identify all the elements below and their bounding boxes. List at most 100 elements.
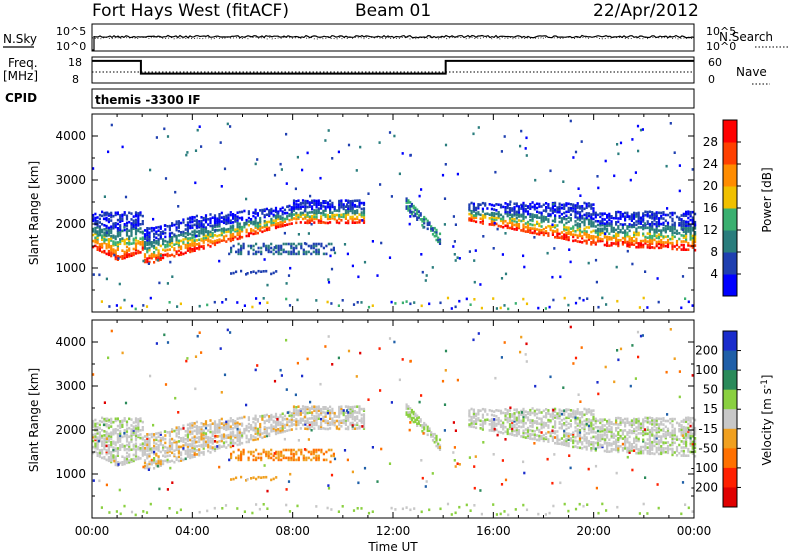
power-cell bbox=[175, 220, 178, 223]
power-cell bbox=[139, 237, 142, 240]
velocity-cell bbox=[112, 454, 115, 457]
velocity-cell bbox=[279, 423, 282, 427]
power-cell bbox=[628, 229, 631, 233]
power-cell bbox=[410, 210, 413, 214]
power-cell bbox=[628, 237, 631, 240]
power-cell bbox=[295, 205, 298, 209]
power-cell bbox=[252, 229, 255, 232]
power-cell bbox=[198, 245, 201, 249]
power-cell bbox=[204, 236, 208, 240]
velocity-cell bbox=[419, 424, 422, 427]
power-cell bbox=[595, 280, 598, 284]
power-cell bbox=[262, 270, 265, 273]
power-cell bbox=[302, 248, 305, 252]
power-cell bbox=[227, 216, 230, 219]
power-cell bbox=[682, 214, 685, 218]
power-cell bbox=[252, 211, 255, 214]
velocity-cell bbox=[538, 428, 541, 432]
freq-label: Freq. bbox=[8, 56, 38, 70]
velocity-cell bbox=[410, 418, 413, 422]
velocity-cell bbox=[146, 466, 149, 470]
velocity-cell bbox=[517, 432, 521, 436]
power-cell bbox=[497, 213, 500, 216]
velocity-cell bbox=[326, 411, 329, 415]
power-cell bbox=[123, 254, 126, 257]
velocity-cell bbox=[107, 447, 110, 451]
power-cell bbox=[146, 237, 149, 240]
power-cell bbox=[238, 210, 241, 214]
velocity-cell bbox=[315, 417, 318, 420]
power-cell bbox=[655, 234, 658, 238]
velocity-cell bbox=[290, 419, 293, 423]
velocity-cell bbox=[511, 413, 514, 416]
power-cell bbox=[574, 150, 578, 154]
power-cell bbox=[590, 236, 593, 240]
velocity-cell bbox=[230, 478, 233, 481]
colorbar-segment bbox=[723, 186, 737, 209]
power-cell bbox=[691, 221, 694, 224]
velocity-cell bbox=[305, 448, 308, 452]
velocity-cell bbox=[601, 419, 604, 423]
power-cell bbox=[551, 206, 554, 209]
velocity-cell bbox=[475, 418, 478, 421]
power-cell bbox=[254, 218, 257, 222]
velocity-cell bbox=[608, 428, 611, 431]
velocity-cell bbox=[608, 420, 611, 423]
velocity-cell bbox=[191, 430, 194, 433]
power-cell bbox=[103, 195, 106, 198]
velocity-cell bbox=[410, 416, 413, 420]
power-cell bbox=[173, 248, 176, 252]
power-cell bbox=[494, 170, 497, 174]
velocity-cell bbox=[234, 434, 237, 437]
power-cell bbox=[310, 246, 313, 250]
power-cell bbox=[508, 219, 512, 223]
velocity-cell bbox=[211, 422, 214, 425]
velocity-cell bbox=[146, 449, 149, 452]
velocity-cell bbox=[565, 427, 568, 431]
power-cell bbox=[159, 233, 162, 236]
velocity-cell bbox=[356, 421, 359, 425]
power-cell bbox=[116, 255, 119, 258]
power-cell bbox=[340, 213, 343, 217]
velocity-cell bbox=[162, 438, 165, 441]
velocity-cell bbox=[581, 411, 584, 414]
velocity-cell bbox=[274, 428, 278, 432]
velocity-cell bbox=[191, 442, 194, 445]
power-cell bbox=[333, 251, 337, 255]
power-cell bbox=[685, 224, 688, 227]
velocity-cell bbox=[290, 424, 293, 427]
power-cell bbox=[119, 255, 122, 259]
velocity-cell bbox=[475, 426, 478, 430]
power-cell bbox=[232, 213, 235, 216]
velocity-cell bbox=[567, 442, 570, 445]
power-cell bbox=[143, 237, 147, 241]
velocity-cell bbox=[134, 417, 138, 420]
power-cell bbox=[311, 211, 314, 214]
power-cell bbox=[371, 240, 374, 243]
velocity-cell bbox=[590, 424, 593, 428]
power-cell bbox=[634, 171, 637, 174]
velocity-cell bbox=[168, 432, 171, 436]
power-cell bbox=[356, 215, 359, 219]
power-cell bbox=[315, 215, 318, 219]
power-cell bbox=[157, 225, 160, 229]
velocity-cell bbox=[211, 442, 214, 445]
nsearch-label: N.Search bbox=[719, 30, 773, 44]
power-cell bbox=[666, 227, 670, 231]
power-cell bbox=[536, 228, 539, 231]
velocity-cell bbox=[574, 439, 577, 443]
power-cell bbox=[655, 217, 658, 220]
power-cell bbox=[159, 244, 162, 248]
power-cell bbox=[101, 222, 104, 226]
power-cell bbox=[168, 301, 171, 304]
power-cell bbox=[332, 246, 335, 250]
power-cell bbox=[242, 242, 245, 246]
power-cell bbox=[691, 218, 694, 222]
power-cell bbox=[520, 219, 523, 223]
power-cell bbox=[101, 214, 104, 218]
power-cell bbox=[666, 221, 670, 225]
power-cell bbox=[669, 211, 672, 215]
power-cell bbox=[574, 230, 577, 233]
power-cell bbox=[96, 248, 99, 251]
velocity-cell bbox=[177, 435, 180, 439]
